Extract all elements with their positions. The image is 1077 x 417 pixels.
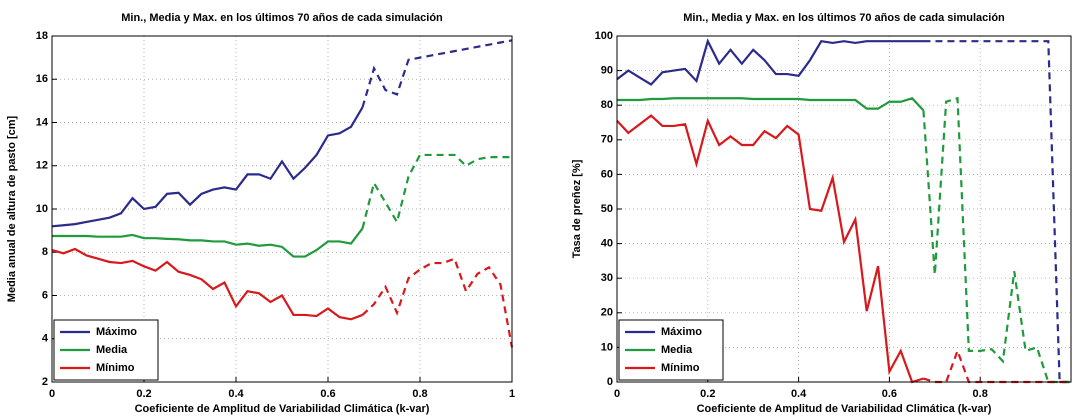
data-line xyxy=(51,106,364,228)
y-tick-label: 0 xyxy=(607,376,613,388)
y-tick-label: 10 xyxy=(36,203,48,215)
y-tick-label: 70 xyxy=(601,134,613,146)
y-tick-label: 50 xyxy=(601,203,613,215)
legend-label: Mínimo xyxy=(96,362,135,374)
legend-label: Mínimo xyxy=(661,362,700,374)
y-tick-label: 30 xyxy=(601,272,613,284)
x-tick-label: 0.8 xyxy=(973,388,988,400)
data-line xyxy=(923,347,1071,384)
data-line xyxy=(52,227,364,258)
x-tick-label: 0 xyxy=(49,388,55,400)
x-tick-label: 0.4 xyxy=(228,388,244,400)
y-tick-label: 90 xyxy=(601,65,613,77)
y-axis-label: Media anual de altura de pasto [cm] xyxy=(6,115,18,302)
data-line xyxy=(616,38,924,86)
y-axis-label: Tasa de preñez [%] xyxy=(571,159,583,258)
y-tick-label: 10 xyxy=(601,341,613,353)
legend-label: Media xyxy=(661,344,693,356)
x-tick-label: 0 xyxy=(614,388,620,400)
y-tick-label: 18 xyxy=(36,30,48,42)
data-line xyxy=(922,96,1071,384)
y-tick-label: 60 xyxy=(601,168,613,180)
y-tick-label: 16 xyxy=(36,73,48,85)
y-tick-label: 2 xyxy=(42,376,48,388)
x-tick-label: 0.2 xyxy=(136,388,151,400)
y-tick-label: 14 xyxy=(36,116,49,128)
x-tick-label: 1 xyxy=(509,388,515,400)
chart-title: Min., Media y Max. en los últimos 70 año… xyxy=(121,12,443,24)
y-tick-label: 80 xyxy=(601,99,613,111)
legend-label: Máximo xyxy=(96,326,137,338)
data-line xyxy=(361,153,512,229)
x-tick-label: 0.2 xyxy=(700,388,715,400)
x-axis-label: Coeficiente de Amplitud de Variabilidad … xyxy=(697,403,992,415)
subplot: Min., Media y Max. en los últimos 70 año… xyxy=(571,12,1072,415)
data-line xyxy=(616,114,924,384)
data-line xyxy=(361,39,513,108)
y-tick-label: 8 xyxy=(42,246,48,258)
data-line xyxy=(617,97,925,112)
y-tick-label: 12 xyxy=(36,160,48,172)
plot-frame xyxy=(51,35,513,383)
x-axis-label: Coeficiente de Amplitud de Variabilidad … xyxy=(135,403,430,415)
data-line xyxy=(923,40,1071,384)
plot-frame xyxy=(616,35,1072,383)
x-tick-label: 0.6 xyxy=(882,388,897,400)
y-tick-label: 4 xyxy=(42,333,49,345)
y-tick-label: 6 xyxy=(42,289,48,301)
chart-title: Min., Media y Max. en los últimos 70 año… xyxy=(683,12,1005,24)
legend-label: Máximo xyxy=(661,326,702,338)
x-tick-label: 0.8 xyxy=(412,388,427,400)
legend-label: Media xyxy=(96,344,128,356)
y-tick-label: 20 xyxy=(601,307,613,319)
data-line xyxy=(361,257,514,348)
data-line xyxy=(51,247,363,321)
x-tick-label: 0.4 xyxy=(791,388,807,400)
y-tick-label: 40 xyxy=(601,238,613,250)
subplot: Min., Media y Max. en los últimos 70 año… xyxy=(6,12,515,415)
x-tick-label: 0.6 xyxy=(320,388,335,400)
y-tick-label: 100 xyxy=(595,30,613,42)
